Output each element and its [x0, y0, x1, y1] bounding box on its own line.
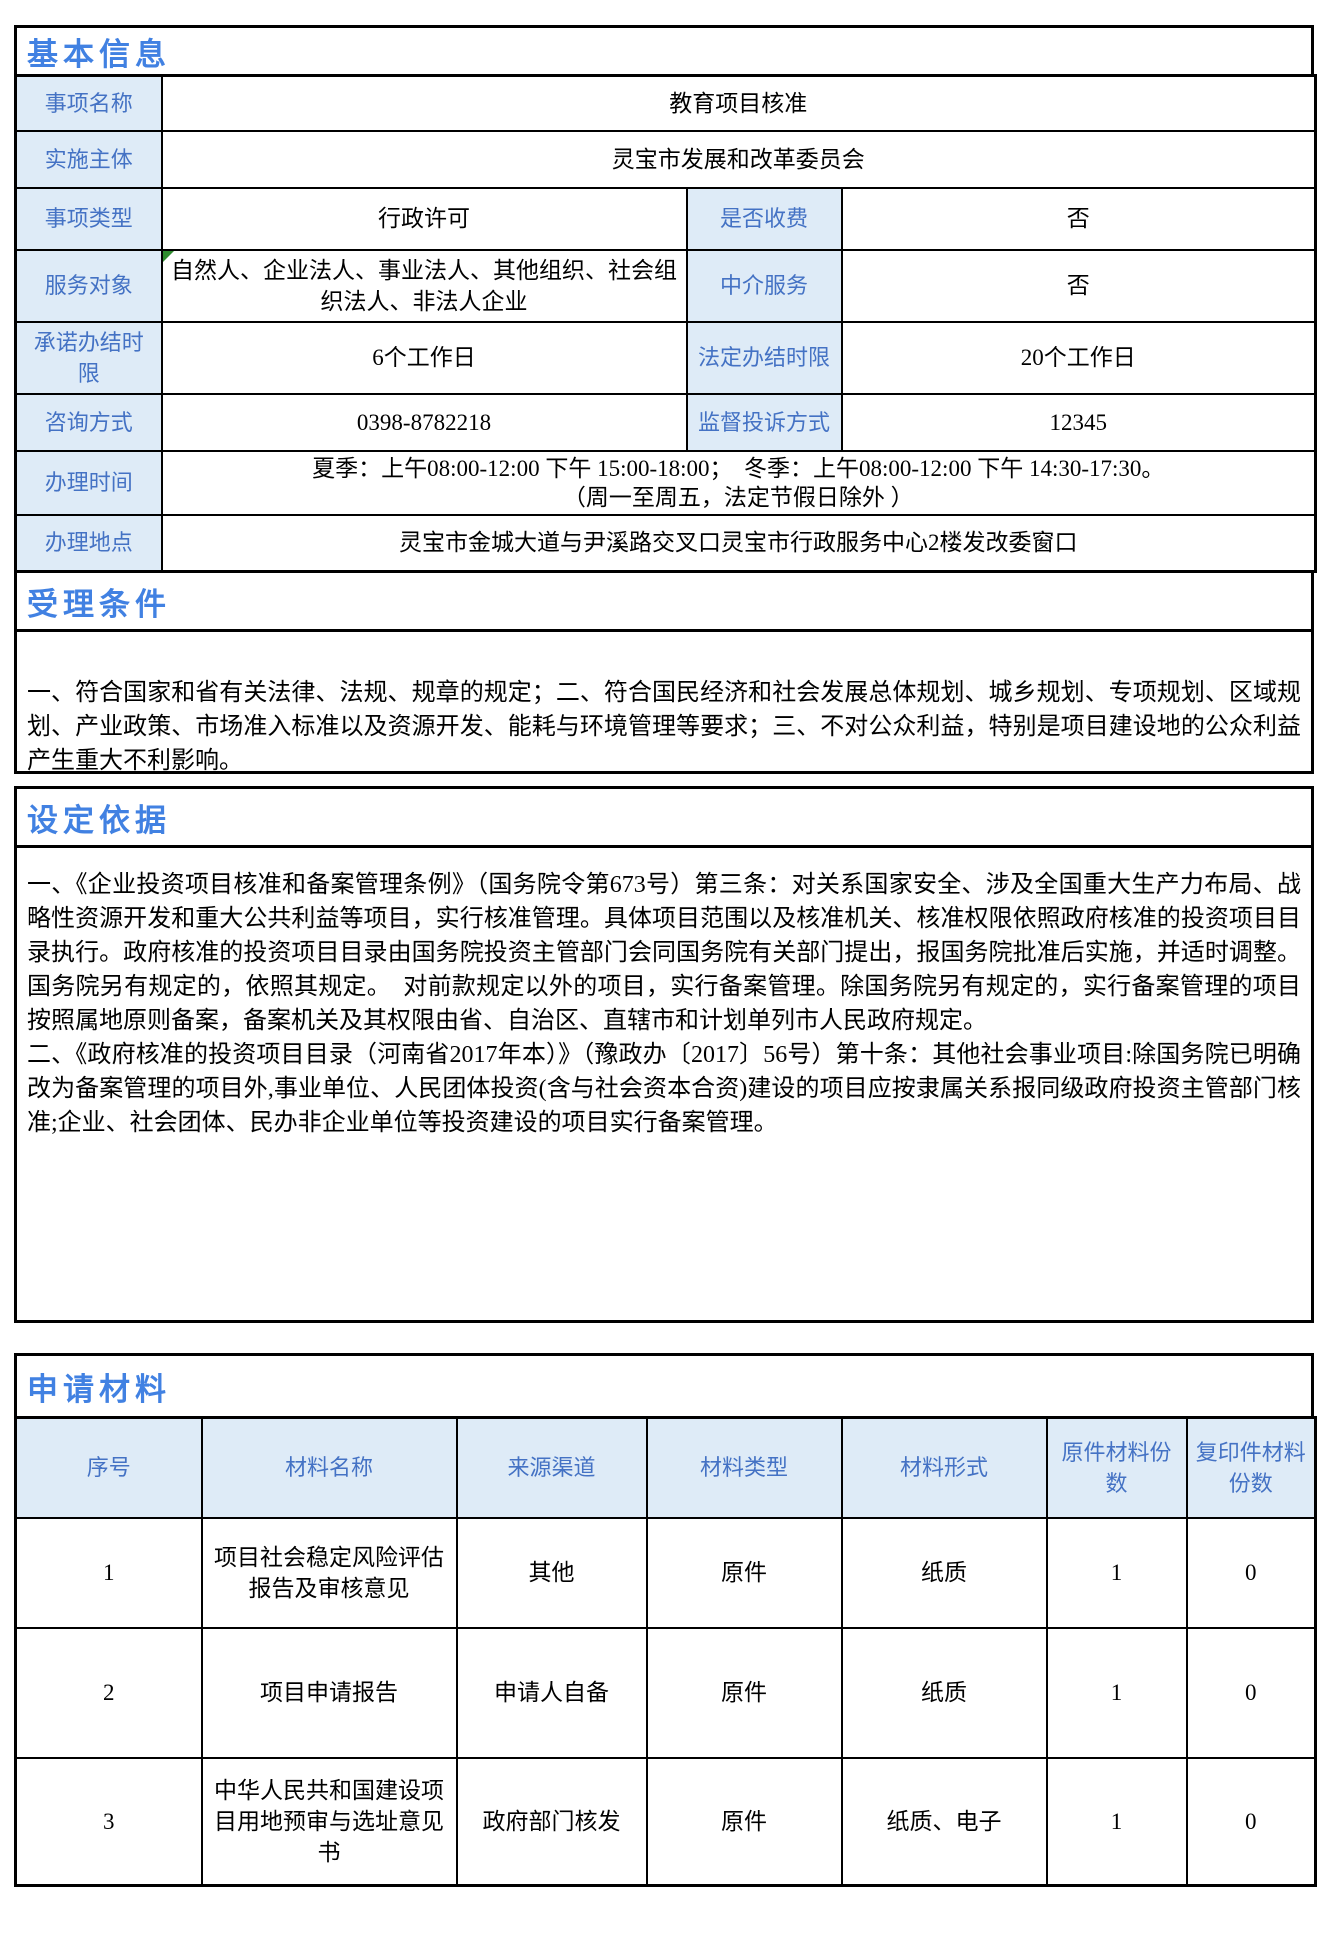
material-cell-originals: 1: [1045, 1756, 1188, 1887]
field-value-implementer: 灵宝市发展和改革委员会: [160, 129, 1317, 189]
table-row: 事项名称 教育项目核准: [14, 74, 1317, 132]
material-cell-copies: 0: [1185, 1516, 1317, 1629]
basis-body-text: 一、《企业投资项目核准和备案管理条例》（国务院令第673号）第三条：对关系国家安…: [27, 872, 1301, 1136]
materials-header-copies: 复印件材料份数: [1185, 1416, 1317, 1519]
material-row: 2 项目申请报告 申请人自备 原件 纸质 1 0: [14, 1626, 1317, 1759]
material-cell-type: 原件: [645, 1516, 843, 1629]
material-cell-copies: 0: [1185, 1756, 1317, 1887]
basic-info-table: 事项名称 教育项目核准 实施主体 灵宝市发展和改革委员会 事项类型 行政许可 是…: [14, 74, 1318, 573]
section-title-basis: 设定依据: [27, 802, 171, 838]
field-label-intermediary: 中介服务: [685, 248, 843, 323]
materials-header-name: 材料名称: [200, 1416, 458, 1519]
material-cell-source: 其他: [455, 1516, 648, 1629]
materials-header-form: 材料形式: [840, 1416, 1048, 1519]
material-row: 1 项目社会稳定风险评估报告及审核意见 其他 原件 纸质 1 0: [14, 1516, 1317, 1629]
field-label-item-name: 事项名称: [14, 74, 163, 132]
materials-header-type: 材料类型: [645, 1416, 843, 1519]
material-cell-originals: 1: [1045, 1516, 1188, 1629]
field-label-charge: 是否收费: [685, 186, 843, 251]
field-value-item-name: 教育项目核准: [160, 74, 1317, 132]
service-target-text: 自然人、企业法人、事业法人、其他组织、社会组织法人、非法人企业: [171, 257, 677, 314]
material-cell-name: 项目申请报告: [200, 1626, 458, 1759]
material-cell-form: 纸质: [840, 1626, 1048, 1759]
field-value-intermediary: 否: [840, 248, 1317, 323]
material-cell-type: 原件: [645, 1626, 843, 1759]
basis-body-box: 一、《企业投资项目核准和备案管理条例》（国务院令第673号）第三条：对关系国家安…: [14, 845, 1314, 1323]
field-label-location: 办理地点: [14, 513, 163, 573]
acceptance-body-box: 一、符合国家和省有关法律、法规、规章的规定；二、符合国民经济和社会发展总体规划、…: [14, 629, 1314, 774]
material-cell-source: 政府部门核发: [455, 1756, 648, 1887]
section-basis: 设定依据: [14, 786, 1314, 848]
materials-header-row: 序号 材料名称 来源渠道 材料类型 材料形式 原件材料份数 复印件材料份数: [14, 1416, 1317, 1519]
material-cell-form: 纸质、电子: [840, 1756, 1048, 1887]
acceptance-body-text: 一、符合国家和省有关法律、法规、规章的规定；二、符合国民经济和社会发展总体规划、…: [27, 680, 1301, 774]
materials-header-originals: 原件材料份数: [1045, 1416, 1188, 1519]
field-value-location: 灵宝市金城大道与尹溪路交叉口灵宝市行政服务中心2楼发改委窗口: [160, 513, 1317, 573]
field-label-legal-time: 法定办结时限: [685, 320, 843, 395]
table-row: 办理地点 灵宝市金城大道与尹溪路交叉口灵宝市行政服务中心2楼发改委窗口: [14, 513, 1317, 573]
material-row: 3 中华人民共和国建设项目用地预审与选址意见书 政府部门核发 原件 纸质、电子 …: [14, 1756, 1317, 1887]
table-row: 办理时间 夏季：上午08:00-12:00 下午 15:00-18:00； 冬季…: [14, 449, 1317, 516]
materials-header-source: 来源渠道: [455, 1416, 648, 1519]
material-cell-no: 3: [14, 1756, 203, 1887]
field-label-promised-time: 承诺办结时限: [14, 320, 163, 395]
cell-comment-marker-icon: [163, 251, 174, 262]
service-item-document: 基本信息 事项名称 教育项目核准 实施主体 灵宝市发展和改革委员会 事项类型 行…: [14, 25, 1318, 1887]
material-cell-form: 纸质: [840, 1516, 1048, 1629]
field-value-office-hours: 夏季：上午08:00-12:00 下午 15:00-18:00； 冬季：上午08…: [160, 449, 1317, 516]
field-label-consult: 咨询方式: [14, 392, 163, 452]
material-cell-type: 原件: [645, 1756, 843, 1887]
material-cell-name: 项目社会稳定风险评估报告及审核意见: [200, 1516, 458, 1629]
table-row: 事项类型 行政许可 是否收费 否: [14, 186, 1317, 251]
table-row: 实施主体 灵宝市发展和改革委员会: [14, 129, 1317, 189]
section-title-materials: 申请材料: [27, 1371, 171, 1407]
field-value-item-type: 行政许可: [160, 186, 688, 251]
field-value-consult: 0398-8782218: [160, 392, 688, 452]
materials-header-no: 序号: [14, 1416, 203, 1519]
field-label-item-type: 事项类型: [14, 186, 163, 251]
table-row: 咨询方式 0398-8782218 监督投诉方式 12345: [14, 392, 1317, 452]
section-title-basic-info: 基本信息: [27, 36, 171, 72]
field-label-service-target: 服务对象: [14, 248, 163, 323]
material-cell-originals: 1: [1045, 1626, 1188, 1759]
section-basic-info: 基本信息: [14, 25, 1314, 77]
material-cell-source: 申请人自备: [455, 1626, 648, 1759]
section-title-acceptance: 受理条件: [27, 586, 171, 622]
field-value-promised-time: 6个工作日: [160, 320, 688, 395]
material-cell-copies: 0: [1185, 1626, 1317, 1759]
table-row: 服务对象 自然人、企业法人、事业法人、其他组织、社会组织法人、非法人企业 中介服…: [14, 248, 1317, 323]
field-value-legal-time: 20个工作日: [840, 320, 1317, 395]
material-cell-no: 1: [14, 1516, 203, 1629]
field-value-complaint: 12345: [840, 392, 1317, 452]
section-materials: 申请材料: [14, 1353, 1314, 1419]
field-value-charge: 否: [840, 186, 1317, 251]
field-label-implementer: 实施主体: [14, 129, 163, 189]
material-cell-name: 中华人民共和国建设项目用地预审与选址意见书: [200, 1756, 458, 1887]
field-value-service-target: 自然人、企业法人、事业法人、其他组织、社会组织法人、非法人企业: [160, 248, 688, 323]
section-acceptance: 受理条件: [14, 570, 1314, 632]
materials-table: 序号 材料名称 来源渠道 材料类型 材料形式 原件材料份数 复印件材料份数 1 …: [14, 1416, 1317, 1887]
table-row: 承诺办结时限 6个工作日 法定办结时限 20个工作日: [14, 320, 1317, 395]
field-label-office-hours: 办理时间: [14, 449, 163, 516]
field-label-complaint: 监督投诉方式: [685, 392, 843, 452]
material-cell-no: 2: [14, 1626, 203, 1759]
